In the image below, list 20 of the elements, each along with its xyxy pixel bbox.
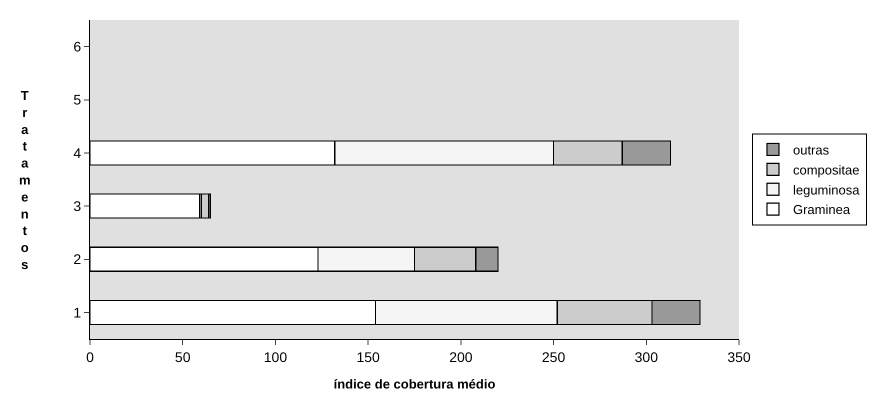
x-tick-label: 250 — [542, 348, 566, 365]
y-tick-label: 4 — [73, 144, 82, 161]
x-tick-label: 0 — [86, 348, 94, 365]
x-tick-label: 100 — [264, 348, 288, 365]
text: Tratamentos — [19, 88, 31, 272]
x-tick-label: 200 — [449, 348, 473, 365]
legend-label: leguminosa — [792, 182, 860, 198]
x-axis-title: índice de cobertura médio — [334, 376, 496, 392]
y-tick-label: 2 — [73, 251, 82, 268]
y-tick-label: 6 — [73, 38, 82, 54]
legend-label: compositae — [792, 162, 860, 178]
y-tick-label: 1 — [73, 304, 82, 320]
x-tick-label: 350 — [727, 348, 751, 365]
x-tick-label: 50 — [174, 348, 191, 365]
y-tick-label: 3 — [73, 198, 82, 214]
x-tick-label: 150 — [356, 348, 380, 365]
y-tick-label: 5 — [73, 92, 82, 108]
legend-label: Graminea — [792, 202, 851, 218]
x-tick-label: 300 — [634, 348, 658, 365]
legend-label: outras — [792, 142, 830, 158]
